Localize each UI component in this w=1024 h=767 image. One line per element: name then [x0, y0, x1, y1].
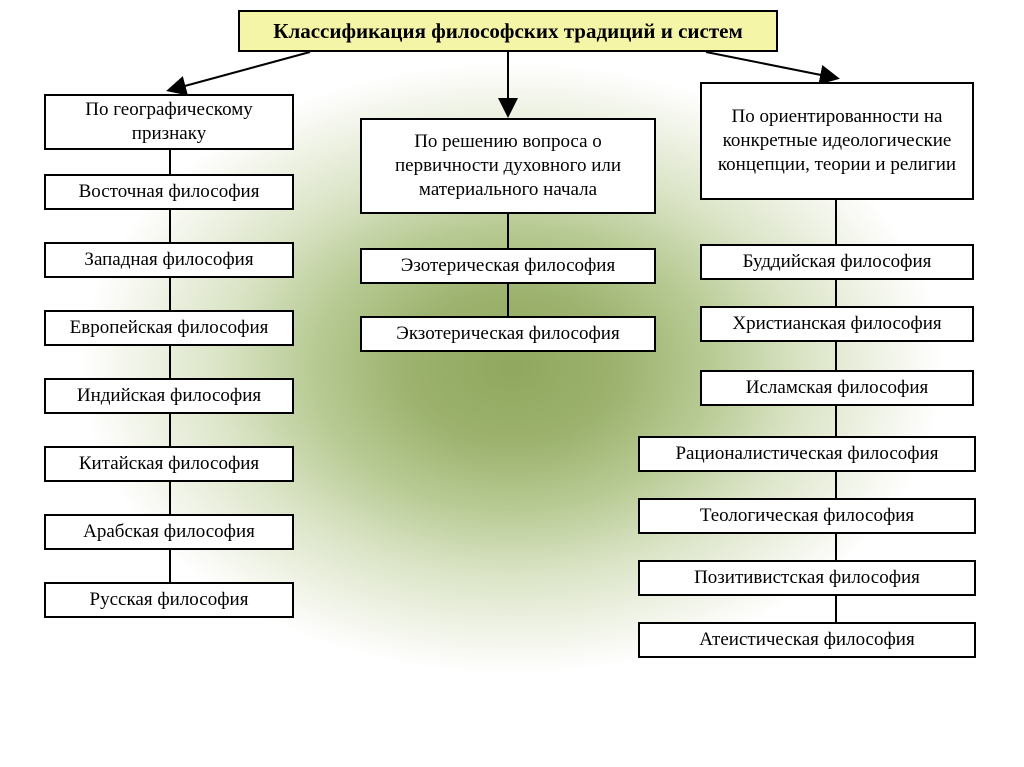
left-item-4: Китайская философия — [44, 446, 294, 482]
center-item-1: Экзотерическая философия — [360, 316, 656, 352]
right-narrow-item-2: Исламская философия — [700, 370, 974, 406]
left-item-5: Арабская философия — [44, 514, 294, 550]
diagram-title: Классификация философских традиций и сис… — [238, 10, 778, 52]
right-narrow-item-0: Буддийская философия — [700, 244, 974, 280]
right-narrow-item-1: Христианская философия — [700, 306, 974, 342]
left-column-header: По географическому признаку — [44, 94, 294, 150]
left-item-6: Русская философия — [44, 582, 294, 618]
right-column-header: По ориентированности на конкретные идеол… — [700, 82, 974, 200]
center-column-header: По решению вопроса о первичности духовно… — [360, 118, 656, 214]
right-wide-item-1: Теологическая философия — [638, 498, 976, 534]
left-item-1: Западная философия — [44, 242, 294, 278]
left-item-0: Восточная философия — [44, 174, 294, 210]
right-wide-item-2: Позитивистская философия — [638, 560, 976, 596]
left-item-2: Европейская философия — [44, 310, 294, 346]
left-item-3: Индийская философия — [44, 378, 294, 414]
right-wide-item-3: Атеистическая философия — [638, 622, 976, 658]
right-wide-item-0: Рационалистическая философия — [638, 436, 976, 472]
center-item-0: Эзотерическая философия — [360, 248, 656, 284]
